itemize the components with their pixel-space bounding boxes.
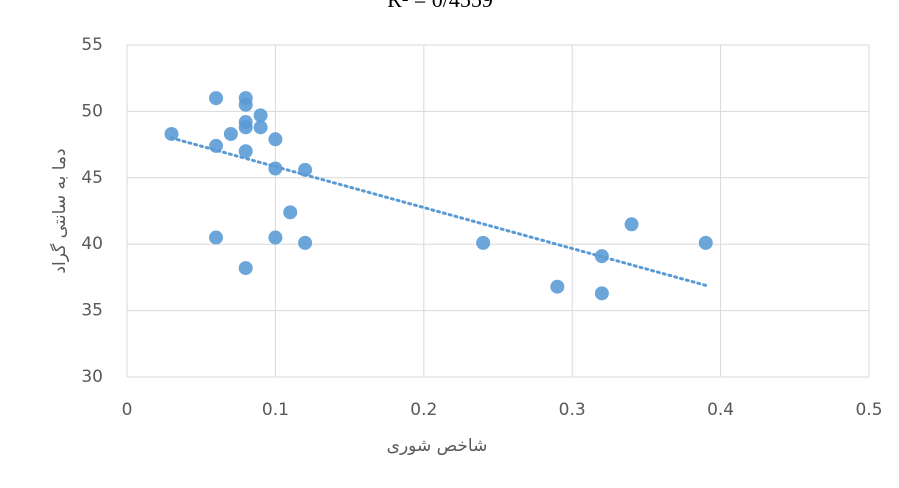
x-axis-label: شاخص شوری: [387, 436, 488, 456]
point: [476, 235, 491, 250]
chart-title: R² = 0/4559: [387, 0, 493, 12]
x-tick-label: 0: [122, 400, 133, 420]
y-tick-label: 55: [81, 35, 103, 55]
point: [268, 230, 283, 245]
point: [238, 144, 253, 159]
y-tick-label: 40: [81, 234, 103, 254]
point: [550, 279, 565, 294]
x-tick-label: 0.5: [855, 400, 882, 420]
y-tick-label: 30: [81, 367, 103, 387]
x-tick-label: 0.4: [707, 400, 734, 420]
point: [238, 261, 253, 276]
point: [238, 120, 253, 135]
point: [283, 205, 298, 220]
y-axis-label: دما به سانتی گراد: [49, 148, 70, 273]
point: [594, 286, 609, 301]
point: [209, 230, 224, 245]
point: [223, 126, 238, 141]
trendline: [170, 136, 708, 287]
point: [253, 120, 268, 135]
point: [298, 235, 313, 250]
y-tick-label: 50: [81, 101, 103, 121]
y-tick-label: 35: [81, 301, 103, 321]
point: [268, 132, 283, 147]
x-tick-label: 0.3: [559, 400, 586, 420]
point: [238, 97, 253, 112]
point: [209, 91, 224, 106]
y-tick-label: 45: [81, 168, 103, 188]
point: [253, 108, 268, 123]
x-tick-label: 0.1: [262, 400, 289, 420]
point: [698, 235, 713, 250]
point: [624, 217, 639, 232]
x-tick-label: 0.2: [410, 400, 437, 420]
point: [164, 126, 179, 141]
